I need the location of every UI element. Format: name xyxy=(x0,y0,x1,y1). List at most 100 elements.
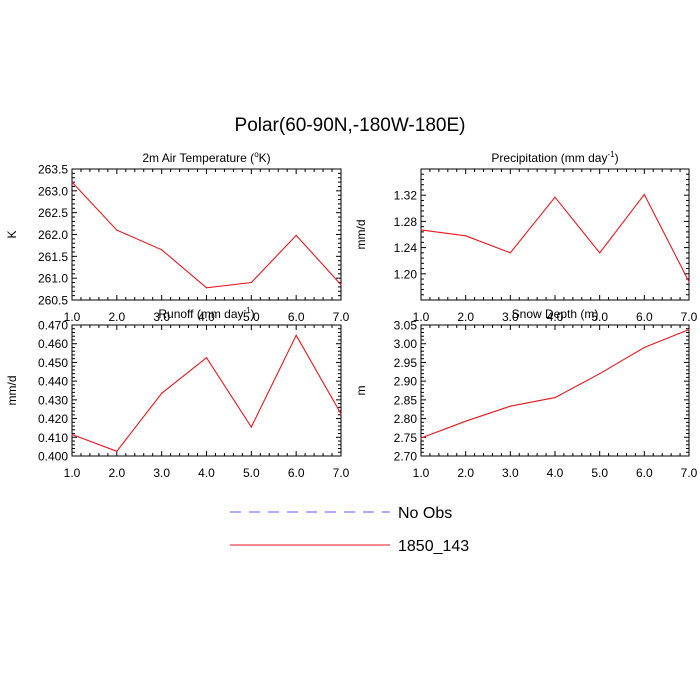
y-axis-label: mm/d xyxy=(354,220,368,250)
panel-title: Runoff (mm day-1) xyxy=(158,306,254,321)
y-tick-label: 0.440 xyxy=(38,375,68,389)
y-tick-label: 263.5 xyxy=(38,163,68,177)
series-line-0 xyxy=(71,181,342,289)
x-tick-label: 5.0 xyxy=(591,310,608,324)
data-point xyxy=(509,252,511,254)
data-point xyxy=(205,357,208,359)
data-point xyxy=(250,426,252,428)
x-tick-label: 1.0 xyxy=(413,310,430,324)
data-point xyxy=(465,420,467,422)
x-tick-label: 2.0 xyxy=(457,466,474,480)
x-tick-label: 1.0 xyxy=(64,466,81,480)
data-point xyxy=(295,334,297,336)
data-point xyxy=(205,287,208,289)
data-point xyxy=(688,328,690,331)
data-point xyxy=(643,193,645,196)
x-tick-label: 3.0 xyxy=(153,466,170,480)
x-tick-label: 7.0 xyxy=(333,466,350,480)
x-tick-label: 3.0 xyxy=(502,310,519,324)
x-tick-label: 5.0 xyxy=(243,466,260,480)
x-tick-label: 6.0 xyxy=(288,310,305,324)
plot-frame xyxy=(71,168,342,301)
panel-precipitation: 1.0 2.0 3.0 4.0 5.0 6.0 7.0 1.20 1.24 1.28 1.32 mm/… xyxy=(354,150,698,324)
data-point xyxy=(599,373,601,375)
panel-air-temperature: 1.0 2.0 3.0 4.0 5.0 6.0 7.0 260.5 261.0 261.5 262.… xyxy=(5,150,350,324)
x-tick-label: 7.0 xyxy=(333,310,350,324)
y-tick-label: 0.430 xyxy=(38,393,68,407)
panel-title: Snow Depth (m) xyxy=(512,307,599,321)
data-point xyxy=(554,196,556,198)
y-tick-label: 0.460 xyxy=(38,337,68,351)
panel-title: Precipitation (mm day-1) xyxy=(491,150,618,165)
series-line-0 xyxy=(420,328,690,439)
y-tick-label: 0.470 xyxy=(38,319,68,333)
x-tick-label: 2.0 xyxy=(457,310,474,324)
y-tick-label: 0.420 xyxy=(38,412,68,426)
x-tick-label: 7.0 xyxy=(681,310,698,324)
y-tick-label: 262.0 xyxy=(38,228,68,242)
x-tick-label: 5.0 xyxy=(243,310,260,324)
data-point xyxy=(250,281,252,284)
series-line-0 xyxy=(71,334,342,452)
y-axis-label: mm/d xyxy=(5,376,19,406)
data-point xyxy=(116,450,118,452)
y-tick-label: 2.70 xyxy=(394,450,418,464)
y-tick-label: 3.00 xyxy=(394,337,418,351)
data-point xyxy=(161,392,163,394)
y-tick-label: 1.32 xyxy=(394,189,418,203)
y-axis-label: m xyxy=(354,386,368,396)
y-tick-label: 2.75 xyxy=(394,431,418,445)
data-point xyxy=(295,234,297,236)
x-tick-label: 4.0 xyxy=(198,466,215,480)
x-tick-label: 3.0 xyxy=(153,310,170,324)
data-point xyxy=(420,229,422,231)
y-tick-label: 2.95 xyxy=(394,356,418,370)
y-tick-label: 0.400 xyxy=(38,450,68,464)
plot-frame xyxy=(420,324,690,457)
y-tick-label: 2.90 xyxy=(394,375,418,389)
data-point xyxy=(599,252,601,254)
x-tick-label: 1.0 xyxy=(413,466,430,480)
y-tick-label: 262.5 xyxy=(38,206,68,220)
x-tick-label: 6.0 xyxy=(636,466,653,480)
legend-label-0: No Obs xyxy=(398,505,452,522)
x-tick-label: 6.0 xyxy=(636,310,653,324)
data-point xyxy=(340,284,342,286)
y-tick-label: 2.85 xyxy=(394,393,418,407)
x-tick-label: 5.0 xyxy=(591,466,608,480)
plot-frame xyxy=(420,168,690,301)
data-point xyxy=(71,433,73,436)
data-point xyxy=(161,249,163,251)
series-line-0 xyxy=(420,193,690,282)
y-tick-label: 3.05 xyxy=(394,319,418,333)
figure-title: Polar(60-90N,-180W-180E) xyxy=(235,115,466,136)
plot-frame xyxy=(71,324,342,457)
y-tick-label: 0.410 xyxy=(38,431,68,445)
y-tick-label: 0.450 xyxy=(38,356,68,370)
x-tick-label: 2.0 xyxy=(108,310,125,324)
panel-runoff: 1.0 2.0 3.0 4.0 5.0 6.0 7.0 0.400 0.410 0.420 0.43… xyxy=(5,306,350,480)
x-tick-label: 3.0 xyxy=(502,466,519,480)
data-point xyxy=(340,413,342,415)
y-tick-label: 2.80 xyxy=(394,412,418,426)
x-tick-label: 1.0 xyxy=(64,310,81,324)
legend: No Obs 1850_143 xyxy=(230,505,469,555)
data-point xyxy=(71,181,73,183)
y-tick-label: 260.5 xyxy=(38,294,68,308)
data-point xyxy=(643,346,645,349)
data-point xyxy=(509,405,511,407)
y-tick-label: 1.28 xyxy=(394,215,418,229)
y-tick-label: 261.5 xyxy=(38,250,68,264)
chart-panels: 1.0 2.0 3.0 4.0 5.0 6.0 7.0 260.5 261.0 261.5 262.… xyxy=(5,150,698,480)
y-axis-label: K xyxy=(5,230,19,238)
panel-snow-depth: 1.0 2.0 3.0 4.0 5.0 6.0 7.0 2.70 2.75 2.80 2.85 2.9… xyxy=(354,307,698,480)
data-point xyxy=(554,397,556,399)
legend-label-1: 1850_143 xyxy=(398,538,469,555)
data-point xyxy=(465,235,467,237)
y-tick-label: 1.24 xyxy=(394,241,418,255)
data-point xyxy=(420,437,422,439)
y-tick-label: 261.0 xyxy=(38,272,68,286)
x-tick-label: 4.0 xyxy=(547,466,564,480)
x-tick-label: 7.0 xyxy=(681,466,698,480)
